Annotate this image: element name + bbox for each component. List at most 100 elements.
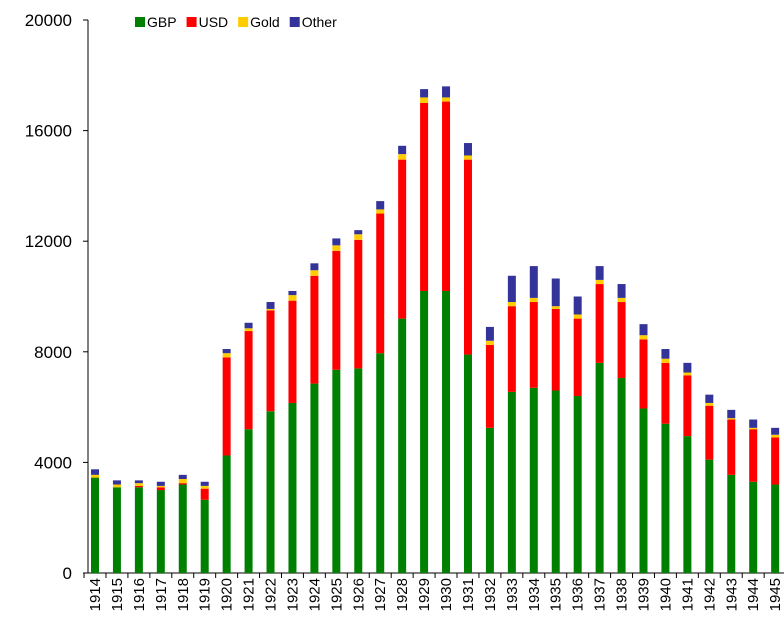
bar-segment: [442, 97, 451, 102]
bar-segment: [134, 485, 143, 488]
x-tick-label: 1939: [636, 578, 653, 611]
y-tick-label: 12000: [25, 232, 72, 251]
x-tick-label: 1944: [745, 578, 762, 611]
bar-segment: [354, 230, 363, 235]
bar-segment: [727, 474, 736, 573]
bar-segment: [222, 455, 231, 573]
bar-segment: [617, 302, 626, 379]
bar-segment: [244, 322, 253, 329]
bar-segment: [683, 372, 692, 376]
bar-segment: [771, 437, 780, 485]
bar-segment: [485, 326, 494, 341]
bar-segment: [200, 481, 209, 486]
bar-segment: [617, 284, 626, 298]
bar-segment: [354, 234, 363, 240]
bar-segment: [485, 344, 494, 428]
bar-segment: [463, 143, 472, 156]
bar-segment: [507, 275, 516, 303]
bar-segment: [683, 375, 692, 437]
bar-segment: [178, 478, 187, 484]
bar-segment: [266, 310, 275, 412]
legend-label: USD: [199, 14, 229, 30]
x-tick-label: 1942: [701, 578, 718, 611]
x-tick-label: 1923: [284, 578, 301, 611]
bar-segment: [112, 484, 121, 488]
bar-segment: [266, 302, 275, 309]
bar-segment: [705, 405, 714, 460]
bar-segment: [551, 278, 560, 307]
bar-segment: [639, 408, 648, 573]
bar-segment: [639, 335, 648, 340]
bar-segment: [529, 387, 538, 573]
bar-segment: [398, 145, 407, 155]
bar-segment: [661, 349, 670, 359]
x-tick-label: 1938: [614, 578, 631, 611]
bar-segment: [91, 477, 99, 573]
bar-segment: [178, 484, 187, 573]
bar-segment: [398, 318, 407, 573]
x-tick-label: 1928: [394, 578, 411, 611]
bar-segment: [376, 209, 385, 214]
x-tick-label: 1929: [416, 578, 433, 611]
bar-segment: [705, 459, 714, 573]
bar-segment: [310, 275, 319, 384]
bar-segment: [595, 362, 604, 573]
bar-segment: [332, 245, 341, 251]
bar-segment: [485, 340, 494, 345]
x-tick-label: 1918: [175, 578, 192, 611]
x-tick-label: 1924: [306, 578, 323, 611]
bar-segment: [156, 490, 165, 573]
x-tick-label: 1935: [548, 578, 565, 611]
y-tick-label: 4000: [34, 453, 72, 472]
legend-swatch: [238, 17, 249, 27]
bar-segment: [705, 402, 714, 406]
bar-segment: [244, 328, 253, 332]
bar-segment: [749, 481, 758, 573]
x-tick-label: 1934: [526, 578, 543, 611]
legend-swatch: [186, 17, 197, 27]
bar-segment: [420, 102, 429, 291]
bar-segment: [442, 290, 451, 573]
x-tick-label: 1919: [197, 578, 214, 611]
bar-segment: [332, 238, 341, 246]
bar-segment: [288, 402, 297, 573]
x-tick-label: 1914: [87, 578, 104, 611]
x-tick-label: 1937: [592, 578, 609, 611]
bar-segment: [749, 419, 758, 428]
bar-segment: [398, 159, 407, 319]
x-tick-label: 1936: [570, 578, 587, 611]
x-tick-label: 1921: [241, 578, 258, 611]
x-tick-label: 1945: [767, 578, 784, 611]
bar-segment: [463, 155, 472, 160]
bar-segment: [134, 480, 143, 484]
bar-segment: [573, 396, 582, 573]
y-tick-label: 16000: [25, 122, 72, 141]
bar-segment: [266, 411, 275, 573]
bar-segment: [617, 378, 626, 573]
x-tick-label: 1933: [504, 578, 521, 611]
bar-segment: [771, 427, 780, 435]
bar-segment: [222, 357, 231, 456]
bar-segment: [112, 480, 121, 485]
bar-segment: [354, 368, 363, 573]
bar-segment: [507, 306, 516, 392]
bar-segment: [200, 499, 209, 573]
bar-segment: [529, 302, 538, 388]
bar-segment: [376, 353, 385, 573]
x-tick-label: 1922: [263, 578, 280, 611]
bar-segment: [507, 302, 516, 307]
bar-segment: [749, 427, 758, 430]
y-tick-label: 8000: [34, 343, 72, 362]
bar-segment: [639, 324, 648, 336]
x-tick-label: 1931: [460, 578, 477, 611]
y-tick-label: 0: [63, 564, 72, 583]
bar-segment: [442, 86, 451, 98]
x-tick-label: 1930: [438, 578, 455, 611]
bar-segment: [771, 434, 780, 438]
x-tick-label: 1943: [723, 578, 740, 611]
bar-segment: [156, 487, 165, 491]
bar-segment: [727, 418, 736, 420]
bar-segment: [376, 201, 385, 210]
bar-segment: [485, 427, 494, 573]
